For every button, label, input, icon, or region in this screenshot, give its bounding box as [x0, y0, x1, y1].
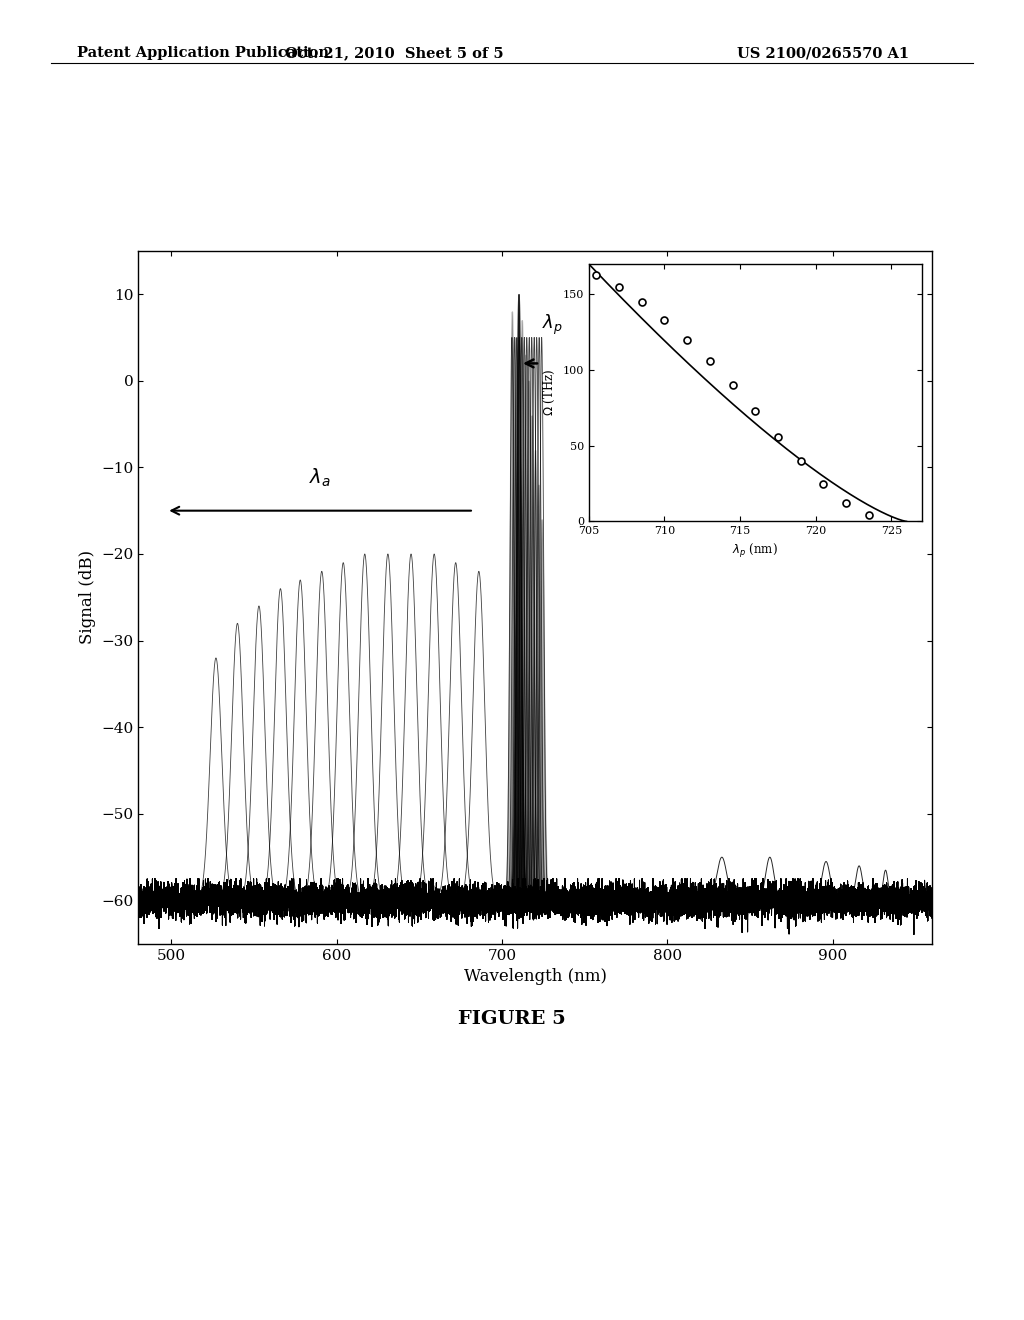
- Text: Oct. 21, 2010  Sheet 5 of 5: Oct. 21, 2010 Sheet 5 of 5: [285, 46, 504, 61]
- Y-axis label: Signal (dB): Signal (dB): [79, 550, 95, 644]
- Text: FIGURE 5: FIGURE 5: [458, 1010, 566, 1028]
- Text: $\lambda_p$: $\lambda_p$: [542, 313, 562, 338]
- Y-axis label: $\Omega$ (THz): $\Omega$ (THz): [542, 370, 557, 416]
- X-axis label: Wavelength (nm): Wavelength (nm): [464, 968, 606, 985]
- X-axis label: $\lambda_p$ (nm): $\lambda_p$ (nm): [732, 541, 778, 560]
- Text: US 2100/0265570 A1: US 2100/0265570 A1: [737, 46, 909, 61]
- Text: $\lambda_a$: $\lambda_a$: [309, 467, 331, 488]
- Text: Patent Application Publication: Patent Application Publication: [77, 46, 329, 61]
